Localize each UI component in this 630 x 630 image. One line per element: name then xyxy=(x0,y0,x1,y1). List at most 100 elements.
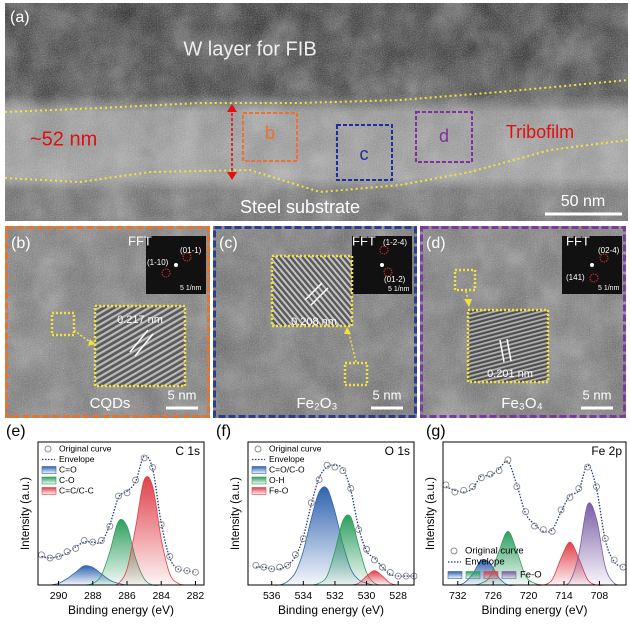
panel-label: (e) xyxy=(6,423,26,440)
y-axis-label: Intensity (a.u.) xyxy=(20,477,32,550)
x-axis-label: Binding energy (eV) xyxy=(278,603,384,617)
source-box xyxy=(453,268,477,292)
data-point xyxy=(371,556,378,564)
x-tick-label: 530 xyxy=(358,590,376,602)
panel-label: (c) xyxy=(219,235,238,252)
legend-swatch xyxy=(251,476,267,485)
x-tick-label: 726 xyxy=(484,590,502,602)
data-point xyxy=(347,485,355,492)
axes-box xyxy=(442,441,627,586)
fft-spot-label: (1-10) xyxy=(147,258,169,267)
core-level-label: O 1s xyxy=(385,444,410,458)
region-label: c xyxy=(360,144,369,164)
boundary-top xyxy=(4,79,629,113)
legend-swatch xyxy=(251,487,267,495)
fft-spot-label: (1-2-4) xyxy=(383,238,407,247)
y-axis-label: Intensity (a.u.) xyxy=(425,477,437,550)
data-point xyxy=(339,467,347,475)
legend-marker xyxy=(450,547,458,555)
scale-label: 5 nm xyxy=(168,387,197,402)
spacing-label: 0.208 nm xyxy=(291,316,337,328)
fft-spot xyxy=(161,268,171,278)
data-point xyxy=(174,565,182,573)
tem-noise xyxy=(5,3,628,221)
xps-chart: 732 726 720 714 708 Binding energy (eV) Intens… xyxy=(425,423,627,617)
panel-label: (g) xyxy=(426,423,446,440)
data-point xyxy=(495,467,503,475)
fft-spot xyxy=(599,253,609,263)
fft-scale: 5 1/nm xyxy=(388,286,410,293)
xps-chart: 290 288 286 284 282 Binding energy (eV) Intens… xyxy=(6,423,205,617)
fft-spot-label: (01-2) xyxy=(384,275,406,284)
legend-label: Fe-O xyxy=(520,570,542,581)
legend-label: C-O xyxy=(59,475,75,485)
data-point xyxy=(63,548,71,556)
layer-label: W layer for FIB xyxy=(183,38,316,60)
xps-chart: 536 534 532 530 528 Binding energy (eV) Intens… xyxy=(216,423,418,617)
x-tick-label: 282 xyxy=(187,590,205,602)
envelope-line xyxy=(255,464,414,577)
x-tick-label: 536 xyxy=(263,590,281,602)
panel-d: (d) FFT (02-4) (141) 5 1/nm 0.201 nm Fe₃… xyxy=(420,226,626,418)
spacing-mark xyxy=(129,329,149,353)
data-point xyxy=(89,538,97,546)
spacing-mark xyxy=(506,338,512,362)
x-tick-label: 290 xyxy=(50,590,68,602)
data-point xyxy=(307,499,315,507)
zoom-inset xyxy=(272,256,352,326)
fft-label: FFT xyxy=(128,233,152,248)
fft-spot-label: (01-1) xyxy=(180,246,202,255)
x-tick-label: 534 xyxy=(295,590,313,602)
data-point xyxy=(548,527,556,535)
arrow-head xyxy=(464,299,472,307)
region-box xyxy=(336,124,393,181)
region-box xyxy=(242,112,298,162)
fft-spot xyxy=(182,252,192,262)
arrow-head xyxy=(227,172,237,180)
fft-spot xyxy=(174,263,178,267)
data-point xyxy=(46,554,54,562)
material-label: Fe₂O₃ xyxy=(296,395,337,412)
data-point xyxy=(191,568,199,576)
fft-scale: 5 1/nm xyxy=(180,285,202,292)
legend-label: Original curve xyxy=(465,546,524,557)
data-point xyxy=(513,483,521,491)
scale-label: 5 nm xyxy=(373,387,402,402)
legend-label: C=O xyxy=(59,464,77,474)
fft-spot-label: (141) xyxy=(566,273,585,282)
data-point xyxy=(268,565,276,573)
spacing-label: 0.217 nm xyxy=(117,314,163,326)
data-point xyxy=(584,463,592,471)
scale-label: 50 nm xyxy=(561,193,605,210)
legend-label: Envelope xyxy=(59,454,95,464)
data-point xyxy=(610,556,618,564)
scale-label: 5 nm xyxy=(583,387,612,402)
data-point xyxy=(460,486,468,494)
fft-spot xyxy=(380,263,384,267)
thickness-label: ~52 nm xyxy=(30,128,97,150)
data-point xyxy=(386,569,394,576)
arrow-head xyxy=(88,339,95,346)
data-point xyxy=(469,483,476,491)
spacing-mark xyxy=(499,339,505,363)
fft-label: FFT xyxy=(352,233,376,248)
fft-spot-label: (02-4) xyxy=(598,246,620,255)
legend-swatch xyxy=(501,571,517,579)
fft-label: FFT xyxy=(566,233,590,248)
data-point xyxy=(363,545,371,553)
boundary-bottom xyxy=(4,139,629,194)
x-axis-label: Binding energy (eV) xyxy=(481,603,587,617)
data-point xyxy=(566,493,574,501)
x-tick-label: 284 xyxy=(152,590,170,602)
x-tick-label: 288 xyxy=(84,590,102,602)
data-point xyxy=(132,476,139,484)
data-point xyxy=(575,485,583,492)
data-point xyxy=(166,552,174,560)
zoom-inset xyxy=(95,306,185,386)
region-box xyxy=(415,111,473,163)
legend-marker xyxy=(44,445,52,453)
data-point xyxy=(55,552,62,560)
data-point xyxy=(149,463,157,471)
data-point xyxy=(323,461,331,469)
legend-label: Envelope xyxy=(269,454,305,464)
